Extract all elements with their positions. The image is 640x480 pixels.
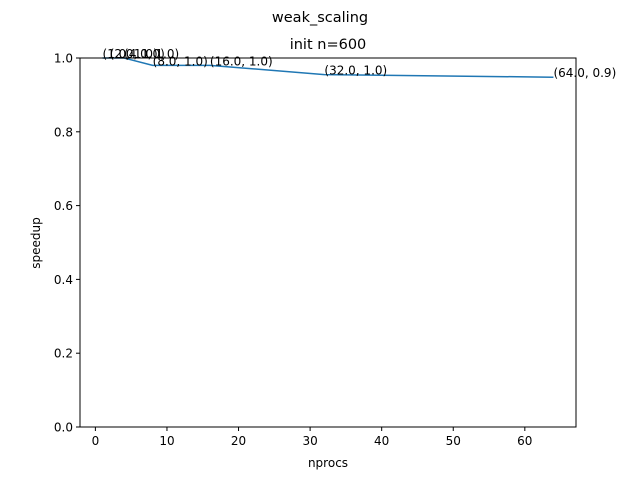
chart-title: init n=600 — [290, 37, 367, 53]
data-point-label: (16.0, 1.0) — [210, 54, 273, 68]
y-tick-label: 0.0 — [54, 421, 73, 435]
x-tick-label: 20 — [231, 434, 246, 448]
x-axis-ticks: 0 10 20 30 40 50 60 — [92, 427, 532, 448]
y-tick-label: 1.0 — [54, 52, 73, 66]
x-tick-label: 50 — [446, 434, 461, 448]
y-axis-ticks: 0.0 0.2 0.4 0.6 0.8 1.0 — [54, 52, 80, 435]
x-tick-label: 30 — [302, 434, 317, 448]
x-tick-label: 40 — [374, 434, 389, 448]
plot-frame — [79, 57, 577, 428]
x-tick-label: 0 — [92, 434, 100, 448]
y-tick-label: 0.4 — [54, 273, 73, 287]
y-tick-label: 0.8 — [54, 125, 73, 139]
y-axis-label: speedup — [29, 217, 43, 268]
x-tick-label: 60 — [517, 434, 532, 448]
y-tick-label: 0.2 — [54, 347, 73, 361]
chart-suptitle: weak_scaling — [272, 10, 368, 26]
data-point-label: (32.0, 1.0) — [324, 64, 387, 78]
data-point-label: (8.0, 1.0) — [153, 54, 208, 68]
x-tick-label: 10 — [159, 434, 174, 448]
x-axis-label: nprocs — [308, 456, 348, 470]
data-point-label: (64.0, 0.9) — [553, 66, 616, 80]
y-tick-label: 0.6 — [54, 199, 73, 213]
